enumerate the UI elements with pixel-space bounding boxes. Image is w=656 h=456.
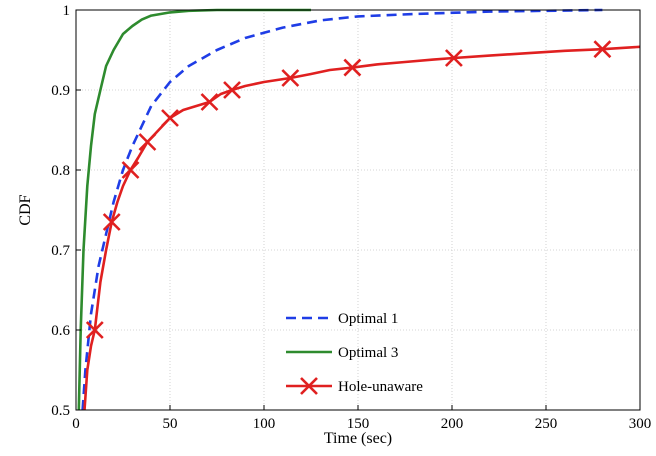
x-tick-label: 50 <box>163 416 178 432</box>
data-point-marker <box>121 161 140 179</box>
data-point-marker <box>343 58 362 77</box>
data-point-marker <box>444 49 463 67</box>
legend-label: Hole-unaware <box>338 379 423 395</box>
x-axis-label: Time (sec) <box>324 430 392 447</box>
legend-item: Optimal 1 <box>286 311 398 327</box>
legend-item: Optimal 3 <box>286 345 398 361</box>
x-tick-label: 300 <box>629 416 652 432</box>
y-tick-label: 0.5 <box>51 403 70 419</box>
data-point-marker <box>281 69 300 87</box>
legend-label: Optimal 1 <box>338 311 398 327</box>
y-tick-label: 0.6 <box>51 323 70 339</box>
data-point-marker <box>200 93 219 111</box>
series-markers <box>85 40 612 339</box>
x-tick-label: 150 <box>347 416 370 432</box>
x-tick-label: 200 <box>441 416 464 432</box>
y-tick-label: 1 <box>63 3 71 19</box>
legend-label: Optimal 3 <box>338 345 398 361</box>
y-axis-label: CDF <box>17 194 34 225</box>
axis-ticks: 0 50 100 150 200 250 300 0.5 0.6 0.7 0.8 0.9 1 <box>51 3 651 432</box>
data-point-marker <box>85 321 104 339</box>
data-point-marker <box>593 40 612 59</box>
x-tick-label: 0 <box>72 416 80 432</box>
data-point-marker <box>223 81 241 99</box>
series-1 <box>77 8 311 410</box>
y-tick-label: 0.9 <box>51 83 70 99</box>
legend: Optimal 1 Optimal 3 Hole-unaware <box>286 311 423 395</box>
legend-item: Hole-unaware <box>286 377 423 395</box>
series-layer <box>77 8 640 410</box>
data-point-marker <box>102 213 121 231</box>
series-0 <box>81 8 603 410</box>
data-point-marker <box>161 109 179 127</box>
data-point-marker <box>138 133 157 151</box>
y-tick-label: 0.7 <box>51 243 70 259</box>
series-line <box>77 8 311 410</box>
x-tick-label: 100 <box>253 416 276 432</box>
y-tick-label: 0.8 <box>51 163 70 179</box>
legend-marker <box>300 377 318 395</box>
grid-lines <box>76 10 640 410</box>
series-line <box>81 8 603 410</box>
x-tick-label: 250 <box>535 416 558 432</box>
